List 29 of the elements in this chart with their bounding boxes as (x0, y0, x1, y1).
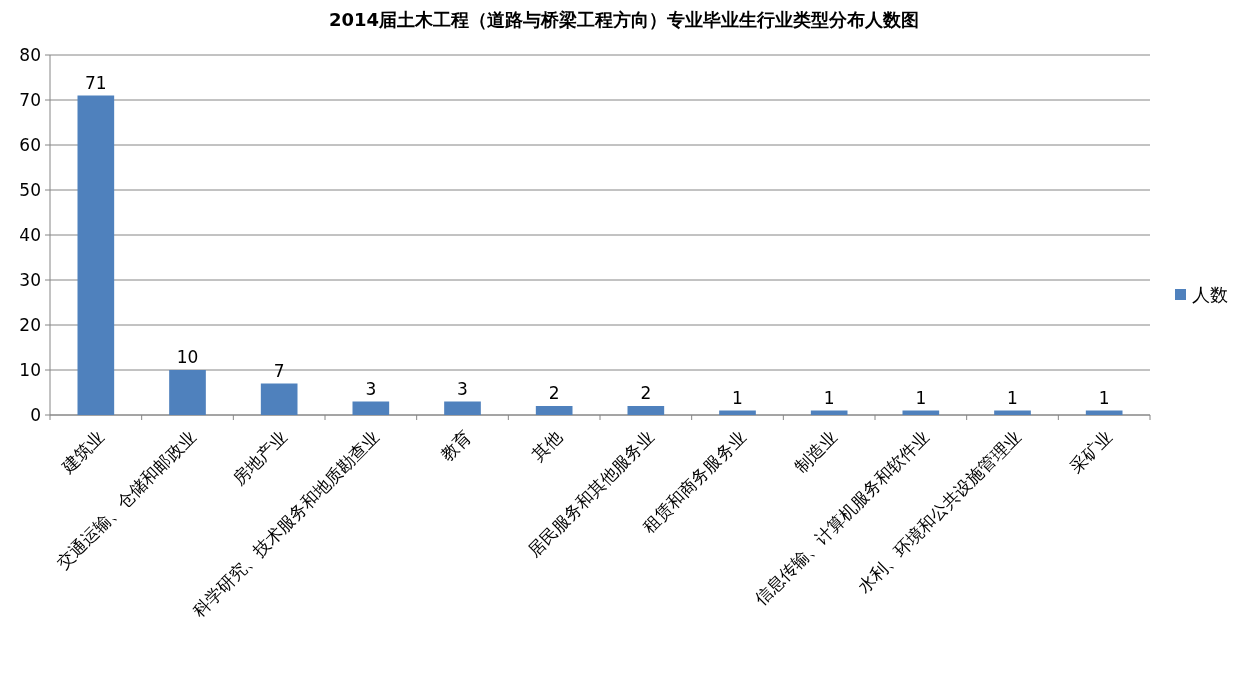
data-label: 2 (548, 383, 560, 403)
data-label: 1 (1007, 387, 1018, 408)
legend-label: 人数 (1192, 284, 1228, 305)
x-tick-label: 制造业 (790, 426, 842, 477)
data-label: 7 (273, 360, 285, 381)
data-label: 3 (457, 378, 468, 399)
y-tick-label: 30 (19, 270, 41, 290)
y-tick-label: 40 (19, 225, 41, 245)
title: 2014届土木工程（道路与桥梁工程方向）专业毕业生行业类型分布人数图 (328, 9, 920, 30)
y-tick-label: 60 (19, 135, 41, 155)
data-label: 71 (85, 72, 107, 93)
y-tick-label: 70 (19, 90, 41, 110)
y-tick-label: 50 (19, 180, 41, 200)
data-label: 1 (823, 387, 835, 408)
x-tick-label: 房地产业 (228, 426, 292, 489)
data-label: 1 (732, 387, 743, 408)
x-tick-label: 教育 (436, 426, 475, 465)
data-label: 10 (176, 347, 199, 367)
y-tick-label: 0 (30, 405, 41, 425)
x-tick-label: 采矿业 (1065, 426, 1117, 477)
data-label: 2 (640, 383, 652, 403)
x-tick-label: 建筑业 (56, 426, 108, 478)
data-label: 1 (915, 387, 927, 408)
data-label: 1 (1098, 387, 1110, 408)
y-tick-label: 80 (19, 45, 41, 65)
y-tick-label: 10 (19, 360, 41, 380)
data-label: 3 (365, 378, 377, 399)
x-tick-label: 其他 (527, 426, 567, 465)
y-tick-label: 20 (19, 315, 41, 335)
